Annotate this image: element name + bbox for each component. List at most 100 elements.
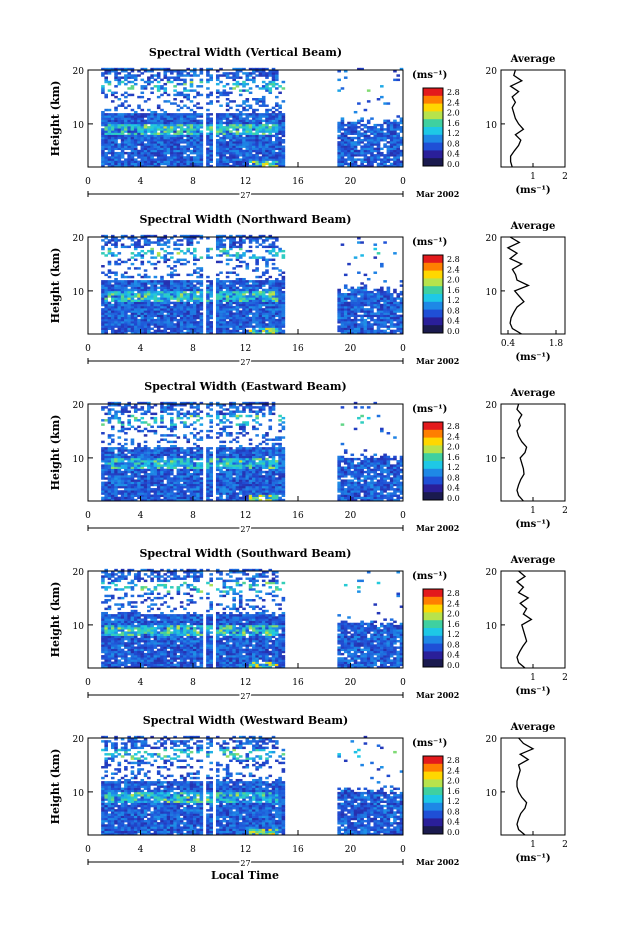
heatmap-cell [360, 132, 364, 135]
heatmap-cell [143, 492, 148, 495]
heatmap-cell [110, 414, 115, 418]
heatmap-cell [278, 147, 282, 151]
heatmap-cell [117, 123, 122, 127]
heatmap-cell [176, 158, 181, 161]
heatmap-cell [104, 147, 108, 151]
heatmap-cell [261, 104, 266, 107]
heatmap-cell [156, 468, 161, 472]
heatmap-cell [189, 290, 194, 294]
heatmap-cell [101, 483, 105, 487]
heatmap-cell [222, 249, 227, 253]
heatmap-cell [225, 254, 230, 257]
heatmap-cell [163, 243, 168, 246]
heatmap-cell [278, 156, 282, 159]
heatmap-cell [265, 134, 269, 138]
heatmap-cell [110, 132, 115, 135]
heatmap-cell [101, 470, 105, 474]
heatmap-cell [130, 164, 135, 168]
heatmap-cell [340, 156, 345, 159]
heatmap-cell [196, 323, 200, 326]
heatmap-cell [104, 453, 108, 457]
heatmap-cell [186, 308, 191, 311]
heatmap-cell [357, 237, 361, 240]
heatmap-cell [163, 303, 168, 307]
heatmap-cell [114, 132, 118, 135]
heatmap-cell [393, 141, 397, 144]
heatmap-cell [124, 147, 128, 151]
heatmap-cell [248, 104, 253, 107]
heatmap-cell [343, 297, 348, 300]
heatmap-cell [120, 406, 125, 409]
heatmap-cell [271, 303, 276, 307]
heatmap-cell [255, 314, 259, 318]
heatmap-cell [176, 164, 181, 168]
heatmap-cell [153, 85, 158, 88]
heatmap-cell [265, 149, 269, 153]
heatmap-cell [219, 243, 223, 246]
heatmap-cell [196, 162, 200, 166]
heatmap-cell [179, 327, 184, 330]
heatmap-cell [176, 252, 181, 255]
heatmap-cell [261, 258, 266, 262]
heatmap-cell [219, 149, 223, 153]
heatmap-cell [186, 303, 191, 307]
heatmap-cell [186, 147, 191, 151]
heatmap-cell [166, 145, 171, 148]
heatmap-cell [193, 310, 197, 313]
heatmap-cell [101, 496, 105, 500]
heatmap-cell [268, 121, 273, 125]
heatmap-cell [160, 145, 164, 148]
heatmap-cell [232, 323, 236, 326]
heatmap-cell [183, 151, 187, 155]
heatmap-cell [357, 286, 361, 290]
heatmap-cell [127, 318, 131, 322]
heatmap-cell [396, 318, 401, 322]
heatmap-cell [117, 331, 122, 335]
heatmap-cell [183, 252, 187, 255]
heatmap-cell [101, 147, 105, 151]
heatmap-cell [219, 113, 223, 116]
heatmap-cell [110, 158, 115, 161]
heatmap-cell [196, 141, 200, 144]
heatmap-cell [120, 449, 125, 452]
heatmap-cell [160, 485, 164, 489]
heatmap-cell [133, 466, 138, 469]
heatmap-cell [133, 147, 138, 151]
heatmap-cell [265, 269, 269, 272]
heatmap-cell [350, 126, 355, 129]
heatmap-cell [140, 492, 145, 495]
heatmap-cell [137, 113, 141, 116]
heatmap-cell [193, 299, 197, 302]
heatmap-cell [124, 475, 128, 478]
heatmap-cell [389, 325, 394, 328]
heatmap-cell [153, 280, 158, 283]
heatmap-cell [235, 82, 240, 86]
heatmap-cell [396, 126, 401, 129]
heatmap-cell [393, 318, 397, 322]
heatmap-cell [199, 282, 204, 285]
heatmap-cell [229, 323, 233, 326]
colorbar-swatch [423, 134, 443, 144]
heatmap-cell [357, 121, 361, 125]
heatmap-cell [275, 132, 279, 135]
heatmap-cell [222, 145, 227, 148]
heatmap-cell [153, 123, 158, 127]
heatmap-cell [242, 282, 246, 285]
heatmap-cell [130, 479, 135, 482]
heatmap-cell [160, 470, 164, 474]
heatmap-cell [389, 323, 394, 326]
heatmap-cell [186, 113, 191, 116]
heatmap-cell [107, 290, 112, 294]
heatmap-cell [170, 143, 174, 146]
heatmap-cell [347, 308, 351, 311]
heatmap-cell [215, 160, 220, 163]
heatmap-cell [114, 455, 118, 459]
heatmap-cell [170, 147, 174, 151]
heatmap-cell [173, 102, 177, 105]
heatmap-cell [107, 421, 112, 424]
heatmap-cell [101, 158, 105, 161]
heatmap-cell [189, 243, 194, 246]
heatmap-cell [183, 117, 187, 120]
heatmap-cell [147, 130, 151, 133]
heatmap-cell [222, 284, 227, 287]
